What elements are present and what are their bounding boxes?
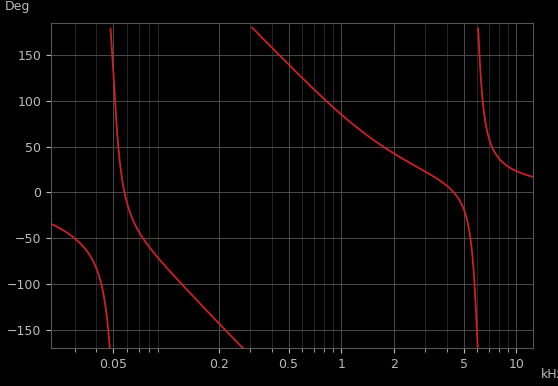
Y-axis label: Deg: Deg xyxy=(4,0,30,13)
X-axis label: kHz: kHz xyxy=(541,368,558,381)
